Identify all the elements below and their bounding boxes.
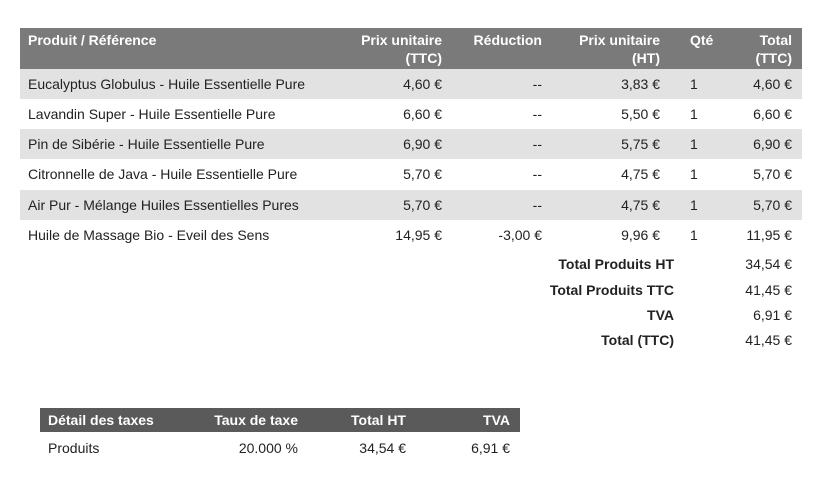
table-row: Air Pur - Mélange Huiles Essentielles Pu… — [20, 190, 802, 220]
unit-price-ttc: 6,90 € — [403, 136, 442, 152]
header-unit-price-ttc-line1: Prix unitaire — [361, 32, 442, 48]
header-discount: Réduction — [473, 32, 542, 48]
product-name: Lavandin Super - Huile Essentielle Pure — [28, 106, 276, 122]
unit-price-ht: 5,75 € — [621, 136, 660, 152]
summary-total-products-ht: Total Produits HT 34,54 € — [20, 252, 802, 277]
product-name: Eucalyptus Globulus - Huile Essentielle … — [28, 76, 306, 92]
summary-value: 41,45 € — [745, 332, 792, 348]
row-total: 4,60 € — [753, 76, 792, 92]
summary-value: 34,54 € — [745, 256, 792, 272]
summary-label: TVA — [647, 307, 674, 323]
header-unit-price-ht-line1: Prix unitaire — [579, 32, 660, 48]
header-tax-total-ht: Total HT — [351, 412, 406, 428]
header-tax-tva: TVA — [483, 412, 510, 428]
quantity: 1 — [690, 76, 698, 92]
discount: -- — [532, 166, 542, 182]
unit-price-ttc: 6,60 € — [403, 106, 442, 122]
unit-price-ttc: 5,70 € — [403, 197, 442, 213]
unit-price-ht: 5,50 € — [621, 106, 660, 122]
table-row: Produits 20.000 % 34,54 € 6,91 € — [40, 436, 520, 460]
table-row: Lavandin Super - Huile Essentielle Pure … — [20, 99, 802, 129]
quantity: 1 — [690, 227, 698, 243]
header-total: Total (TTC) — [755, 31, 792, 67]
discount: -3,00 € — [498, 227, 542, 243]
tax-tva: 6,91 € — [471, 440, 510, 456]
row-total: 5,70 € — [753, 166, 792, 182]
unit-price-ht: 4,75 € — [621, 166, 660, 182]
product-name: Citronnelle de Java - Huile Essentielle … — [28, 166, 298, 182]
header-unit-price-ttc-line2: (TTC) — [405, 50, 442, 66]
row-total: 5,70 € — [753, 197, 792, 213]
summary-total-products-ttc: Total Produits TTC 41,45 € — [20, 278, 802, 303]
table-row: Huile de Massage Bio - Eveil des Sens 14… — [20, 220, 802, 250]
header-product: Produit / Référence — [28, 32, 157, 48]
quantity: 1 — [690, 106, 698, 122]
summary-label: Total Produits HT — [558, 256, 674, 272]
product-name: Pin de Sibérie - Huile Essentielle Pure — [28, 136, 265, 152]
summary-label: Total (TTC) — [601, 332, 674, 348]
table-header: Produit / Référence Prix unitaire (TTC) … — [20, 28, 802, 69]
summary-value: 41,45 € — [745, 282, 792, 298]
unit-price-ttc: 5,70 € — [403, 166, 442, 182]
discount: -- — [532, 76, 542, 92]
discount: -- — [532, 197, 542, 213]
row-total: 6,90 € — [753, 136, 792, 152]
header-unit-price-ttc: Prix unitaire (TTC) — [361, 31, 442, 67]
table-row: Citronnelle de Java - Huile Essentielle … — [20, 159, 802, 189]
unit-price-ht: 3,83 € — [621, 76, 660, 92]
header-total-line1: Total — [759, 32, 792, 48]
tax-detail: Produits — [48, 440, 100, 456]
discount: -- — [532, 106, 542, 122]
product-name: Air Pur - Mélange Huiles Essentielles Pu… — [28, 197, 299, 213]
table-row: Eucalyptus Globulus - Huile Essentielle … — [20, 69, 802, 99]
row-total: 6,60 € — [753, 106, 792, 122]
summary-tva: TVA 6,91 € — [20, 303, 802, 328]
quantity: 1 — [690, 197, 698, 213]
unit-price-ttc: 14,95 € — [395, 227, 442, 243]
discount: -- — [532, 136, 542, 152]
unit-price-ht: 4,75 € — [621, 197, 660, 213]
table-row: Pin de Sibérie - Huile Essentielle Pure … — [20, 129, 802, 159]
summary-value: 6,91 € — [753, 307, 792, 323]
tax-table-header: Détail des taxes Taux de taxe Total HT T… — [40, 408, 520, 432]
unit-price-ht: 9,96 € — [621, 227, 660, 243]
tax-rate: 20.000 % — [238, 440, 298, 456]
header-unit-price-ht: Prix unitaire (HT) — [579, 31, 660, 67]
quantity: 1 — [690, 136, 698, 152]
header-unit-price-ht-line2: (HT) — [632, 50, 660, 66]
unit-price-ttc: 4,60 € — [403, 76, 442, 92]
tax-total-ht: 34,54 € — [359, 440, 406, 456]
row-total: 11,95 € — [746, 227, 792, 243]
product-name: Huile de Massage Bio - Eveil des Sens — [28, 227, 270, 243]
summary-total-ttc: Total (TTC) 41,45 € — [20, 328, 802, 353]
quantity: 1 — [690, 166, 698, 182]
header-tax-detail: Détail des taxes — [48, 412, 154, 428]
header-total-line2: (TTC) — [755, 50, 792, 66]
header-tax-rate: Taux de taxe — [214, 412, 298, 428]
summary-label: Total Produits TTC — [549, 282, 674, 298]
header-qty: Qté — [690, 32, 714, 48]
